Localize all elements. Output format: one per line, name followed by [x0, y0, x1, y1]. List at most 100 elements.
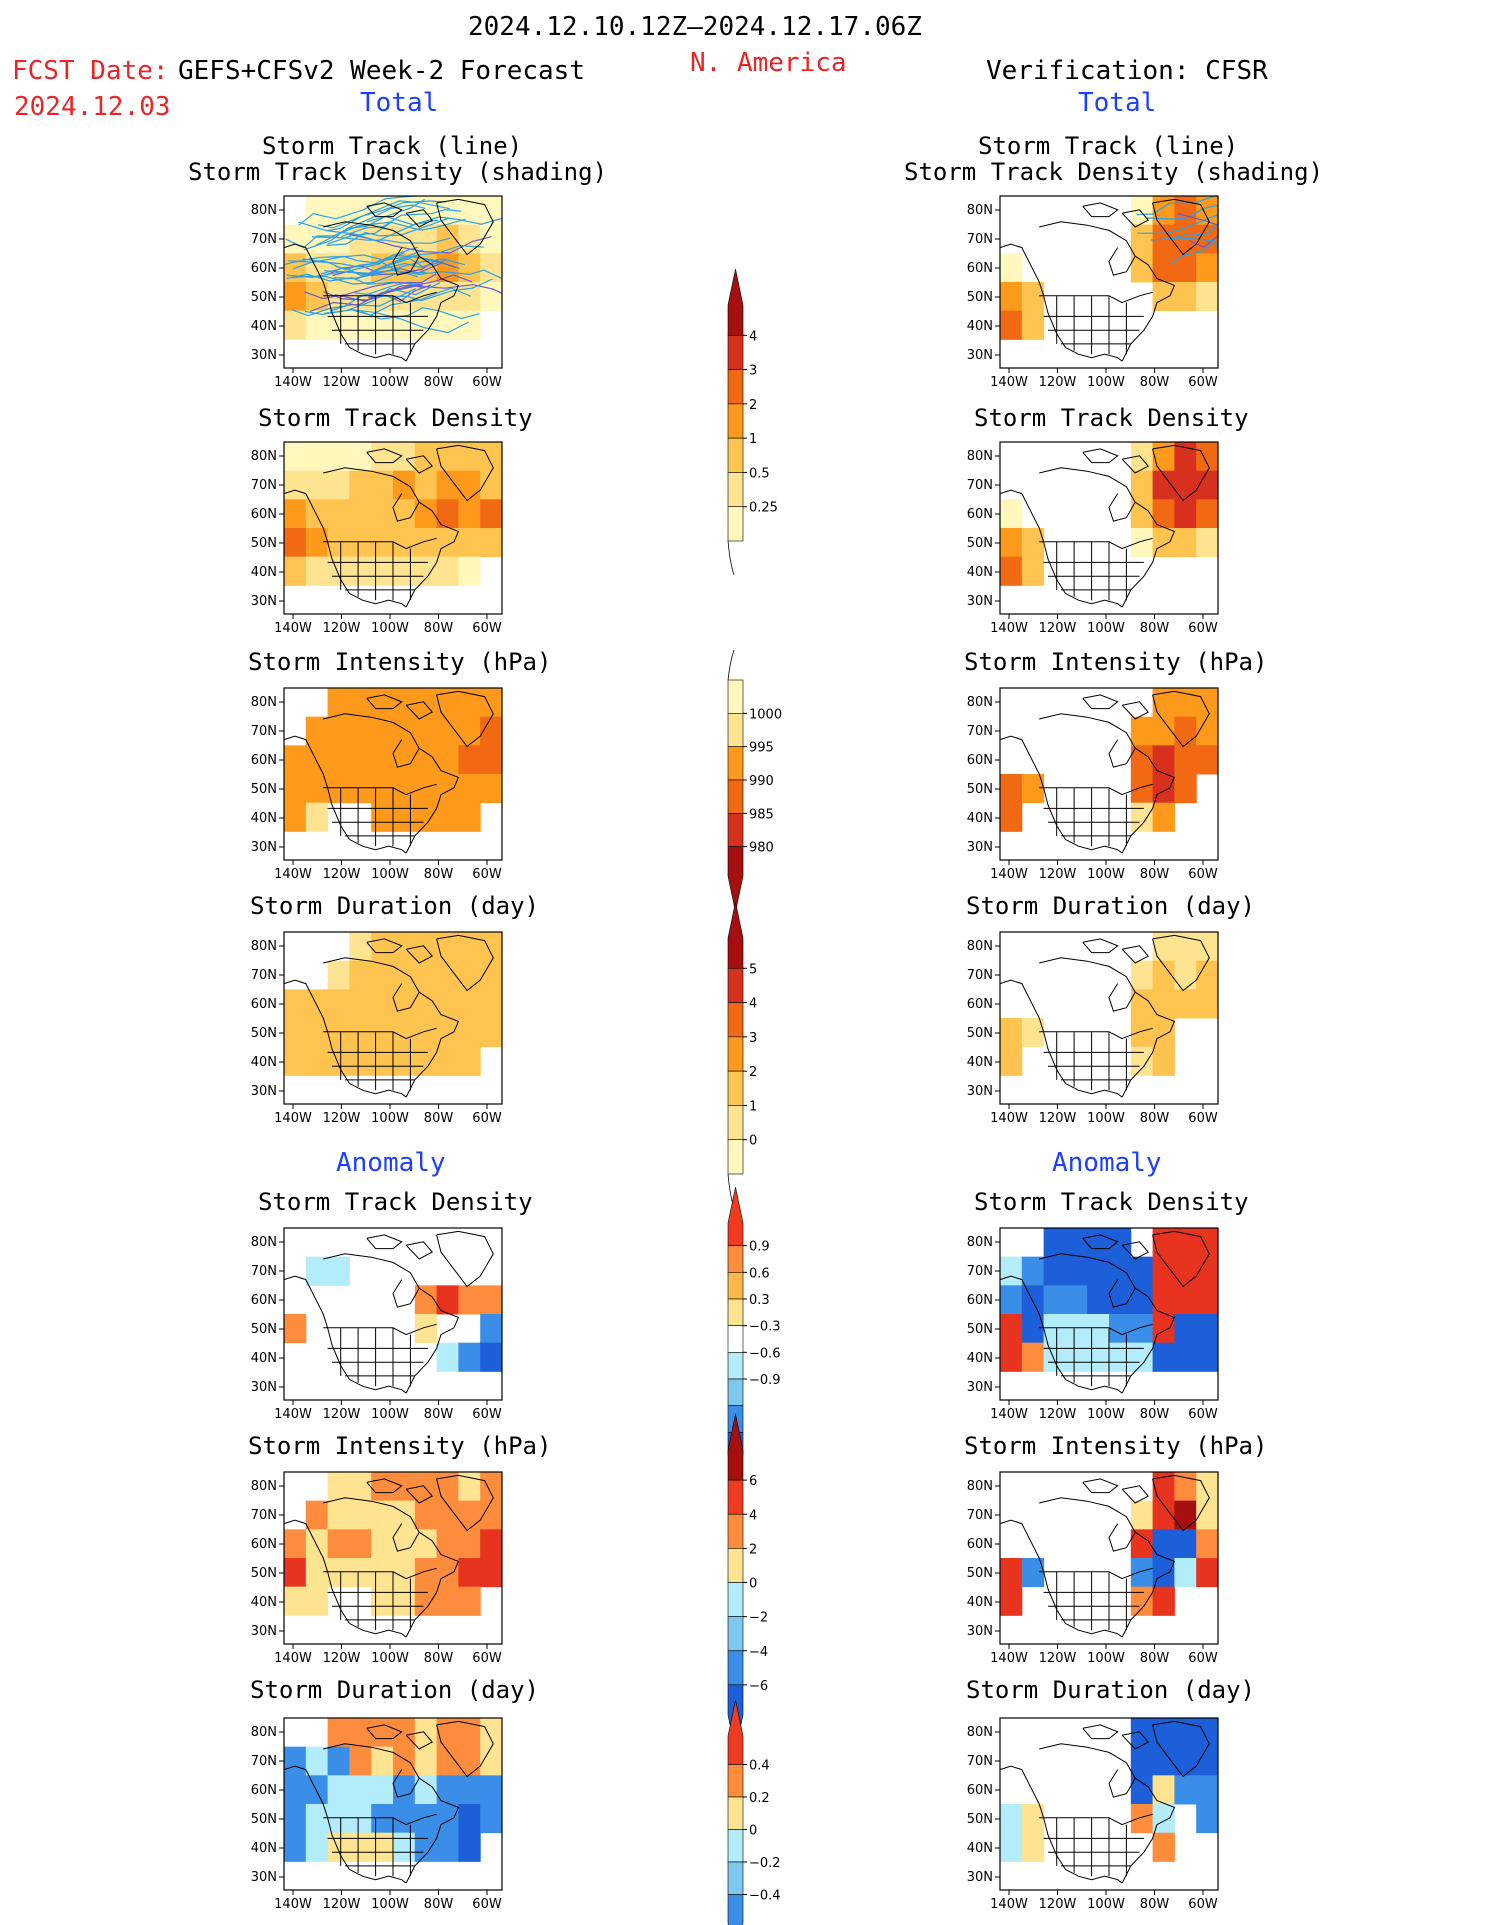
- colorbar-segment: [727, 1405, 744, 1433]
- coastline: [1121, 1485, 1149, 1504]
- colorbar-segment: [727, 403, 744, 439]
- lon-tick-label: 80W: [1140, 1897, 1170, 1912]
- heat-cell: [1152, 1342, 1175, 1372]
- heat-cell: [480, 1018, 503, 1048]
- colorbar-label: 4: [749, 997, 757, 1012]
- heat-cell: [327, 499, 350, 529]
- heat-cell: [1000, 1586, 1023, 1616]
- coastline: [1121, 1731, 1149, 1750]
- coastline: [405, 255, 460, 362]
- lon-tick-label: 80W: [424, 1407, 454, 1422]
- heat-cell: [414, 253, 438, 283]
- heat-cell: [414, 1529, 438, 1559]
- heat-cell: [305, 1256, 329, 1286]
- storm-track-line: [326, 261, 444, 276]
- lat-tick-label: 80N: [251, 449, 277, 464]
- date-range-title: 2024.12.10.12Z–2024.12.17.06Z: [468, 12, 922, 42]
- lat-tick-label: 70N: [967, 478, 993, 493]
- coastline: [349, 1622, 407, 1638]
- colorbar-tail: [727, 540, 735, 576]
- heat-cell: [1021, 774, 1045, 804]
- heat-cell: [414, 932, 438, 962]
- heat-cell: [1152, 1775, 1175, 1805]
- heat-cell: [1152, 1018, 1175, 1048]
- heat-cell: [371, 1472, 394, 1502]
- heat-cell: [305, 310, 329, 340]
- coastline: [1039, 1253, 1136, 1308]
- lon-tick-label: 60W: [1188, 621, 1218, 636]
- heat-cell: [1130, 1285, 1154, 1315]
- colorbar-label: −6: [749, 1679, 768, 1694]
- heat-cell: [1130, 716, 1154, 746]
- heat-cell: [393, 989, 416, 1019]
- heat-cell: [327, 745, 350, 775]
- heat-cell: [327, 1046, 350, 1076]
- heat-cell: [480, 1804, 503, 1834]
- map-outline: [283, 198, 494, 362]
- coastline: [405, 1777, 460, 1884]
- heat-cell: [327, 470, 350, 500]
- fcst-duration-panel: 80N 70N 60N 50N 40N 30N 140W 120W 100W 80W 60W: [251, 931, 503, 1126]
- lon-tick-label: 100W: [371, 375, 409, 390]
- heat-cell: [1021, 1342, 1045, 1372]
- heat-cell: [458, 960, 481, 990]
- lon-tick-label: 140W: [990, 1897, 1028, 1912]
- lon-tick-label: 60W: [1188, 1897, 1218, 1912]
- heat-cell: [414, 716, 438, 746]
- heat-cell: [414, 528, 438, 558]
- heat-cell: [1130, 499, 1154, 529]
- heat-cell: [393, 470, 416, 500]
- coastline: [436, 1474, 494, 1532]
- fcst-density-panel: 80N 70N 60N 50N 40N 30N 140W 120W 100W 80W 60W: [251, 441, 503, 636]
- heat-cell: [1021, 310, 1045, 340]
- heat-cell: [284, 1529, 307, 1559]
- lon-tick-label: 120W: [1039, 1111, 1077, 1126]
- heat-cell: [458, 1775, 481, 1805]
- panel-frame: [283, 687, 503, 861]
- heat-cell: [414, 1285, 438, 1315]
- heat-cell: [458, 1746, 481, 1776]
- heat-cell: [305, 745, 329, 775]
- lat-tick-label: 40N: [967, 811, 993, 826]
- map-outline: [999, 690, 1210, 854]
- heat-cell: [1152, 1500, 1175, 1530]
- heat-cell: [1021, 1256, 1045, 1286]
- storm-track-line: [335, 254, 460, 272]
- heat-cell: [458, 802, 481, 832]
- heat-cell: [458, 1018, 481, 1048]
- heat-cell: [327, 528, 350, 558]
- heat-cell: [393, 1718, 416, 1748]
- lat-tick-label: 30N: [251, 840, 277, 855]
- coastline: [1121, 455, 1149, 474]
- heat-cell: [1196, 499, 1219, 529]
- heat-cell: [1174, 989, 1197, 1019]
- coastline: [1082, 448, 1119, 464]
- lat-tick-label: 50N: [967, 536, 993, 551]
- heat-cell: [1087, 1314, 1110, 1344]
- lon-tick-label: 120W: [323, 1407, 361, 1422]
- heat-cell: [284, 310, 307, 340]
- heat-cell: [349, 470, 372, 500]
- heat-cell: [1000, 1018, 1023, 1048]
- heat-cell: [436, 932, 459, 962]
- lat-tick-label: 50N: [251, 290, 277, 305]
- coastline: [1065, 1868, 1123, 1884]
- heat-cell: [1152, 253, 1175, 283]
- lon-tick-label: 80W: [424, 1897, 454, 1912]
- coastline: [323, 1027, 437, 1040]
- colorbar-label: 0.25: [749, 501, 778, 516]
- heat-cell: [1152, 774, 1175, 804]
- colorbar-label: 2: [749, 1542, 757, 1557]
- coastline: [349, 1378, 407, 1394]
- lat-tick-label: 80N: [967, 203, 993, 218]
- lat-tick-label: 60N: [251, 753, 277, 768]
- heat-cell: [393, 282, 416, 312]
- lat-tick-label: 30N: [967, 1870, 993, 1885]
- panel-title-cfsr-density: Storm Track Density: [974, 404, 1249, 432]
- heat-cell: [414, 1586, 438, 1616]
- coastline: [323, 291, 437, 304]
- heat-cell: [436, 688, 459, 718]
- fcst-date-label: FCST Date:: [12, 56, 169, 86]
- heat-cell: [327, 1558, 350, 1588]
- heat-cell: [393, 802, 416, 832]
